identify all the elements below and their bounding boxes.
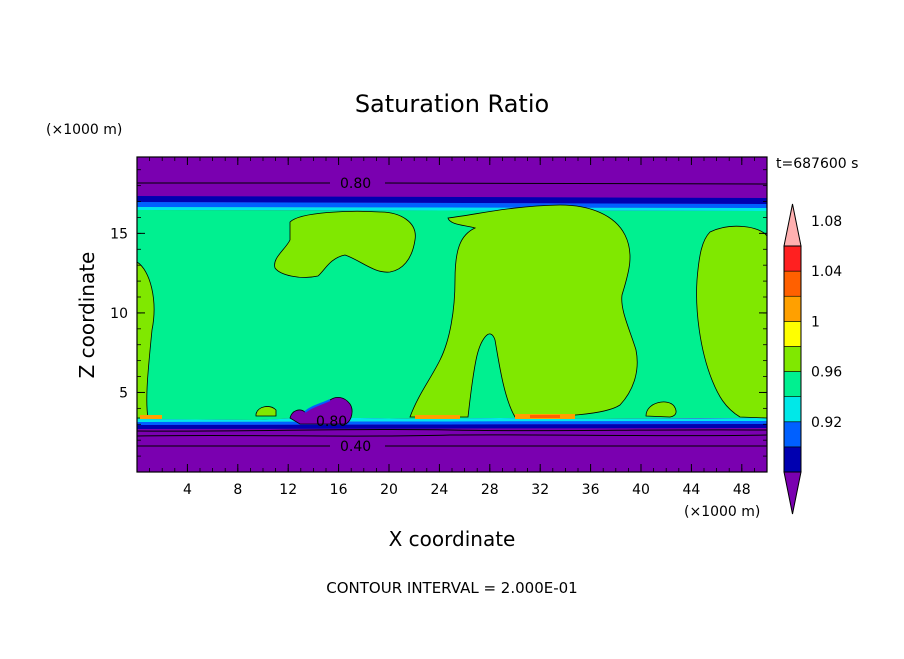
colorbar-label: 1.04 [811, 264, 842, 280]
colorbar-swatch [783, 446, 802, 473]
x-tick-label: 20 [380, 482, 398, 498]
warm-spot-4 [530, 415, 560, 418]
contour-line-upper [137, 182, 768, 185]
colorbar-low-arrow [783, 471, 802, 515]
colorbar: 0.92 0.96 1 1.04 1.08 [783, 203, 842, 515]
x-tick-label: 28 [481, 482, 499, 498]
chart-title: Saturation Ratio [355, 90, 549, 118]
upper-blue-band [137, 202, 767, 208]
contour-line-lower-3 [137, 445, 768, 447]
time-label: t=687600 s [776, 156, 858, 172]
colorbar-frame [783, 245, 802, 473]
x-tick-label: 48 [733, 482, 751, 498]
x-axis: 4 8 12 16 20 24 28 32 36 40 44 48 [149, 157, 755, 498]
x-tick-label: 4 [183, 482, 192, 498]
y-tick-label: 5 [119, 385, 128, 401]
y-axis: 5 10 15 [110, 169, 767, 457]
contour-interval: CONTOUR INTERVAL = 2.000E-01 [326, 579, 577, 597]
contour-line-lower-2 [136, 434, 768, 437]
lower-blue-band [137, 421, 767, 425]
x-tick-label: 12 [279, 482, 297, 498]
colorbar-label: 1 [811, 314, 820, 330]
colorbar-swatch [783, 346, 802, 372]
y-tick-label: 15 [110, 226, 128, 242]
warm-spot-2 [415, 415, 460, 419]
upper-dark-band [137, 196, 767, 204]
colorbar-label: 0.96 [811, 365, 842, 381]
y-axis-label: Z coordinate [75, 252, 99, 379]
colorbar-label: 1.08 [811, 214, 842, 230]
plume [289, 396, 353, 425]
colorbar-swatch [783, 295, 802, 322]
x-tick-label: 40 [632, 482, 650, 498]
x-tick-label: 24 [430, 482, 448, 498]
x-tick-label: 36 [582, 482, 600, 498]
patch-right [696, 225, 768, 419]
colorbar-high-arrow [783, 203, 802, 247]
x-axis-label: X coordinate [389, 527, 516, 551]
x-tick-label: 44 [682, 482, 700, 498]
colorbar-swatch [783, 321, 802, 347]
y-units-label: (×1000 m) [46, 122, 122, 138]
colorbar-swatch [783, 270, 802, 297]
contour-label-lower: 0.40 [340, 439, 371, 455]
patch-top-left [274, 210, 416, 278]
colorbar-swatch [783, 245, 802, 272]
y-tick-label: 10 [110, 306, 128, 322]
contour-label-upper: 0.80 [340, 176, 371, 192]
colorbar-swatch [783, 371, 802, 397]
contour-label-plume: 0.80 [316, 414, 347, 430]
patch-left-edge [136, 261, 155, 419]
x-units-label: (×1000 m) [684, 504, 760, 520]
x-tick-label: 16 [330, 482, 348, 498]
colorbar-swatch [783, 396, 802, 423]
warm-spot-1 [140, 415, 162, 419]
patch-center [409, 204, 638, 418]
plume-edge [304, 399, 331, 413]
x-tick-label: 32 [531, 482, 549, 498]
x-tick-label: 8 [233, 482, 242, 498]
colorbar-label: 0.92 [811, 415, 842, 431]
patch-small-right [645, 401, 677, 418]
patch-small-left [255, 406, 277, 417]
lower-dark-band [137, 424, 767, 429]
contour-line-lower-1 [136, 428, 768, 432]
plot-area: 0.80 0.80 0.40 [136, 156, 768, 473]
colorbar-swatch [783, 421, 802, 448]
upper-cyan-band [137, 207, 767, 211]
